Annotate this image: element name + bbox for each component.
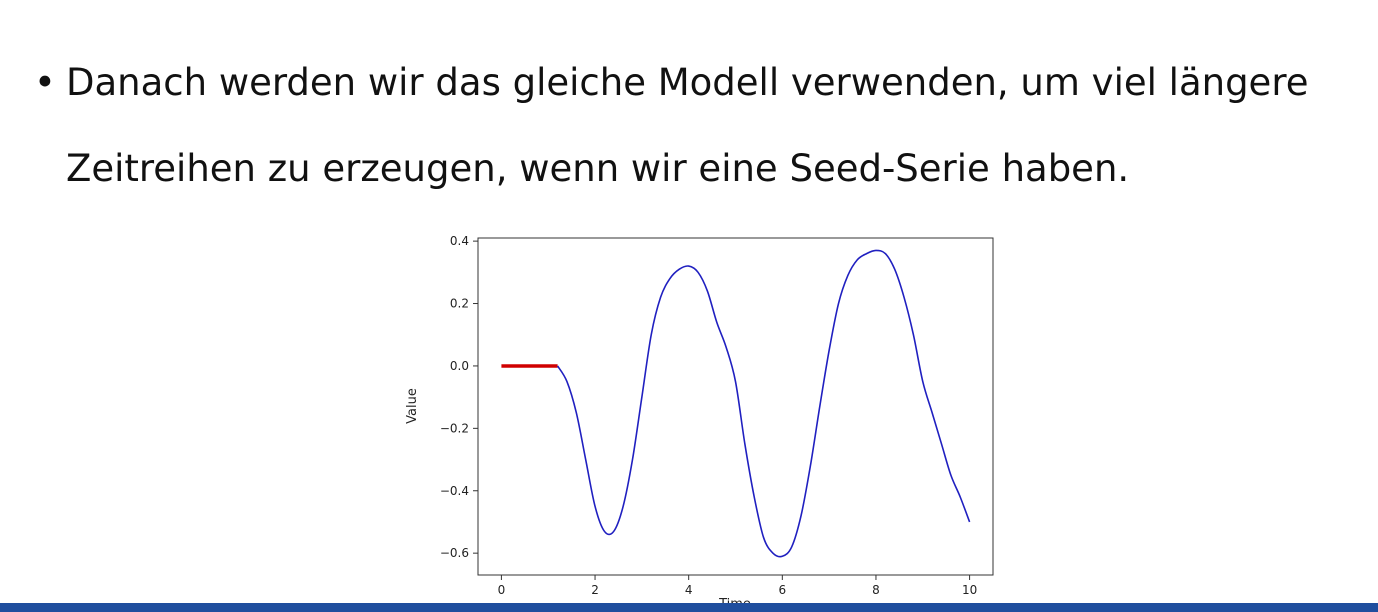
x-tick-label: 2 [591, 583, 599, 597]
series-layer [501, 249, 971, 558]
y-tick-label: −0.6 [440, 546, 469, 560]
bullet-dot: • [34, 61, 56, 104]
bullet-line-1: Danach werden wir das gleiche Modell ver… [66, 61, 1309, 104]
y-axis: 0.4 0.2 0.0 −0.2 −0.4 −0.6 [440, 234, 478, 560]
bullet-block: • Danach werden wir das gleiche Modell v… [34, 40, 1354, 212]
y-tick-label: −0.4 [440, 484, 469, 498]
series-line-generated [556, 249, 971, 558]
x-tick-label: 8 [872, 583, 880, 597]
x-tick-label: 10 [962, 583, 977, 597]
bottom-accent-bar [0, 603, 1378, 612]
y-axis-label: Value [405, 388, 420, 424]
x-tick-label: 4 [685, 583, 693, 597]
y-tick-label: 0.2 [450, 297, 469, 311]
plot-frame [477, 237, 994, 576]
x-tick-label: 6 [778, 583, 786, 597]
y-tick-label: 0.0 [450, 359, 469, 373]
x-axis: 0 2 4 6 8 10 [498, 575, 977, 597]
y-tick-label: 0.4 [450, 234, 469, 248]
x-tick-label: 0 [498, 583, 506, 597]
y-tick-label: −0.2 [440, 421, 469, 435]
bullet-line-2: Zeitreihen zu erzeugen, wenn wir eine Se… [66, 147, 1130, 190]
